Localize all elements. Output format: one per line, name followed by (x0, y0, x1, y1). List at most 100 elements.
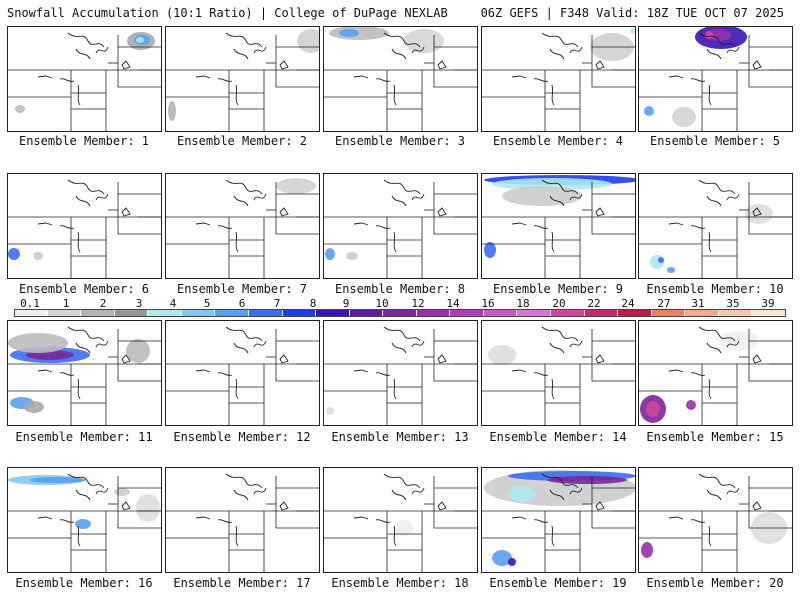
ensemble-member-panel (323, 320, 478, 426)
geographic-outline (690, 372, 706, 376)
snowfall-area (630, 28, 635, 34)
geographic-outline (393, 378, 397, 400)
geographic-outline (279, 207, 289, 217)
geographic-outline (541, 326, 579, 342)
snowfall-area (745, 204, 773, 224)
geographic-outline (393, 84, 397, 106)
geographic-outline (690, 225, 706, 229)
snowfall-area (644, 106, 654, 116)
geographic-outline (533, 225, 549, 229)
geographic-outline (595, 207, 605, 217)
geographic-outline (437, 354, 447, 364)
geographic-outline (95, 487, 109, 495)
colorbar-tick-label: 20 (552, 297, 566, 310)
colorbar-swatch (618, 309, 652, 317)
geographic-outline (549, 342, 565, 354)
geographic-outline (95, 340, 109, 348)
geographic-outline (121, 354, 131, 364)
snowfall-map (639, 27, 792, 131)
colorbar-swatch (248, 309, 283, 317)
snowfall-area (672, 107, 696, 127)
geographic-outline (668, 369, 684, 373)
snowfall-area (114, 488, 130, 496)
snowfall-area (8, 333, 68, 353)
geographic-outline (511, 516, 527, 520)
geographic-outline (726, 340, 740, 348)
geographic-outline (726, 193, 740, 201)
colorbar-tick-label: 16 (481, 297, 495, 310)
ensemble-member-label: Ensemble Member: 17 (173, 576, 311, 590)
geographic-outline (37, 222, 53, 226)
geographic-outline (391, 342, 407, 354)
geographic-outline (77, 84, 81, 106)
state-border (591, 329, 635, 382)
geographic-outline (195, 516, 211, 520)
geographic-outline (541, 32, 579, 48)
geographic-outline (95, 193, 109, 201)
ensemble-member-label: Ensemble Member: 3 (334, 134, 466, 148)
geographic-outline (706, 195, 722, 207)
snowfall-area (325, 248, 335, 260)
geographic-outline (752, 501, 762, 511)
ensemble-member-panel (165, 467, 320, 573)
geographic-outline (569, 46, 583, 54)
colorbar-tick-label: 24 (621, 297, 635, 310)
state-border (117, 182, 161, 235)
geographic-outline (690, 519, 706, 523)
geographic-outline (253, 487, 267, 495)
ensemble-member-panel (7, 173, 162, 279)
geographic-outline (511, 75, 527, 79)
snowfall-map (324, 326, 477, 425)
colorbar-swatch (47, 309, 82, 317)
geographic-outline (708, 525, 712, 547)
geographic-outline (121, 501, 131, 511)
geographic-outline (690, 78, 706, 82)
snowfall-area (667, 267, 675, 273)
snowfall-map (166, 29, 319, 131)
geographic-outline (225, 179, 263, 195)
colorbar-tick-label: 14 (446, 297, 460, 310)
geographic-outline (437, 501, 447, 511)
geographic-outline (726, 46, 740, 54)
geographic-outline (437, 207, 447, 217)
colorbar-swatch (718, 309, 753, 317)
colorbar-tick-label: 10 (375, 297, 389, 310)
geographic-outline (383, 326, 421, 342)
geographic-outline (77, 525, 81, 547)
geographic-outline (549, 48, 565, 60)
geographic-outline (235, 231, 239, 253)
geographic-outline (195, 222, 211, 226)
geographic-outline (77, 378, 81, 400)
colorbar-tick-label: 9 (342, 297, 350, 310)
snowfall-area (329, 27, 389, 40)
ensemble-member-label: Ensemble Member: 5 (649, 134, 781, 148)
colorbar-tick-label: 4 (169, 297, 177, 310)
snowfall-area (484, 242, 496, 258)
state-border (748, 329, 792, 382)
ensemble-member-panel (165, 320, 320, 426)
ensemble-member-label: Ensemble Member: 12 (173, 430, 311, 444)
ensemble-member-label: Ensemble Member: 15 (646, 430, 784, 444)
geographic-outline (533, 372, 549, 376)
snowfall-area (75, 519, 91, 529)
ensemble-member-label: Ensemble Member: 1 (18, 134, 150, 148)
state-border (433, 476, 477, 529)
geographic-outline (235, 378, 239, 400)
colorbar-swatch (551, 309, 585, 317)
ensemble-member-panel (638, 320, 793, 426)
snowfall-area (24, 401, 44, 413)
geographic-outline (393, 525, 397, 547)
ensemble-member-label: Ensemble Member: 19 (489, 576, 627, 590)
geographic-outline (195, 75, 211, 79)
geographic-outline (551, 231, 555, 253)
geographic-outline (95, 46, 109, 54)
snowfall-area (15, 105, 25, 113)
ensemble-member-panel (638, 173, 793, 279)
geographic-outline (353, 516, 369, 520)
geographic-outline (67, 473, 105, 489)
ensemble-member-label: Ensemble Member: 8 (334, 282, 466, 296)
geographic-outline (595, 60, 605, 70)
geographic-outline (77, 231, 81, 253)
geographic-outline (67, 179, 105, 195)
ensemble-member-panel (481, 26, 636, 132)
